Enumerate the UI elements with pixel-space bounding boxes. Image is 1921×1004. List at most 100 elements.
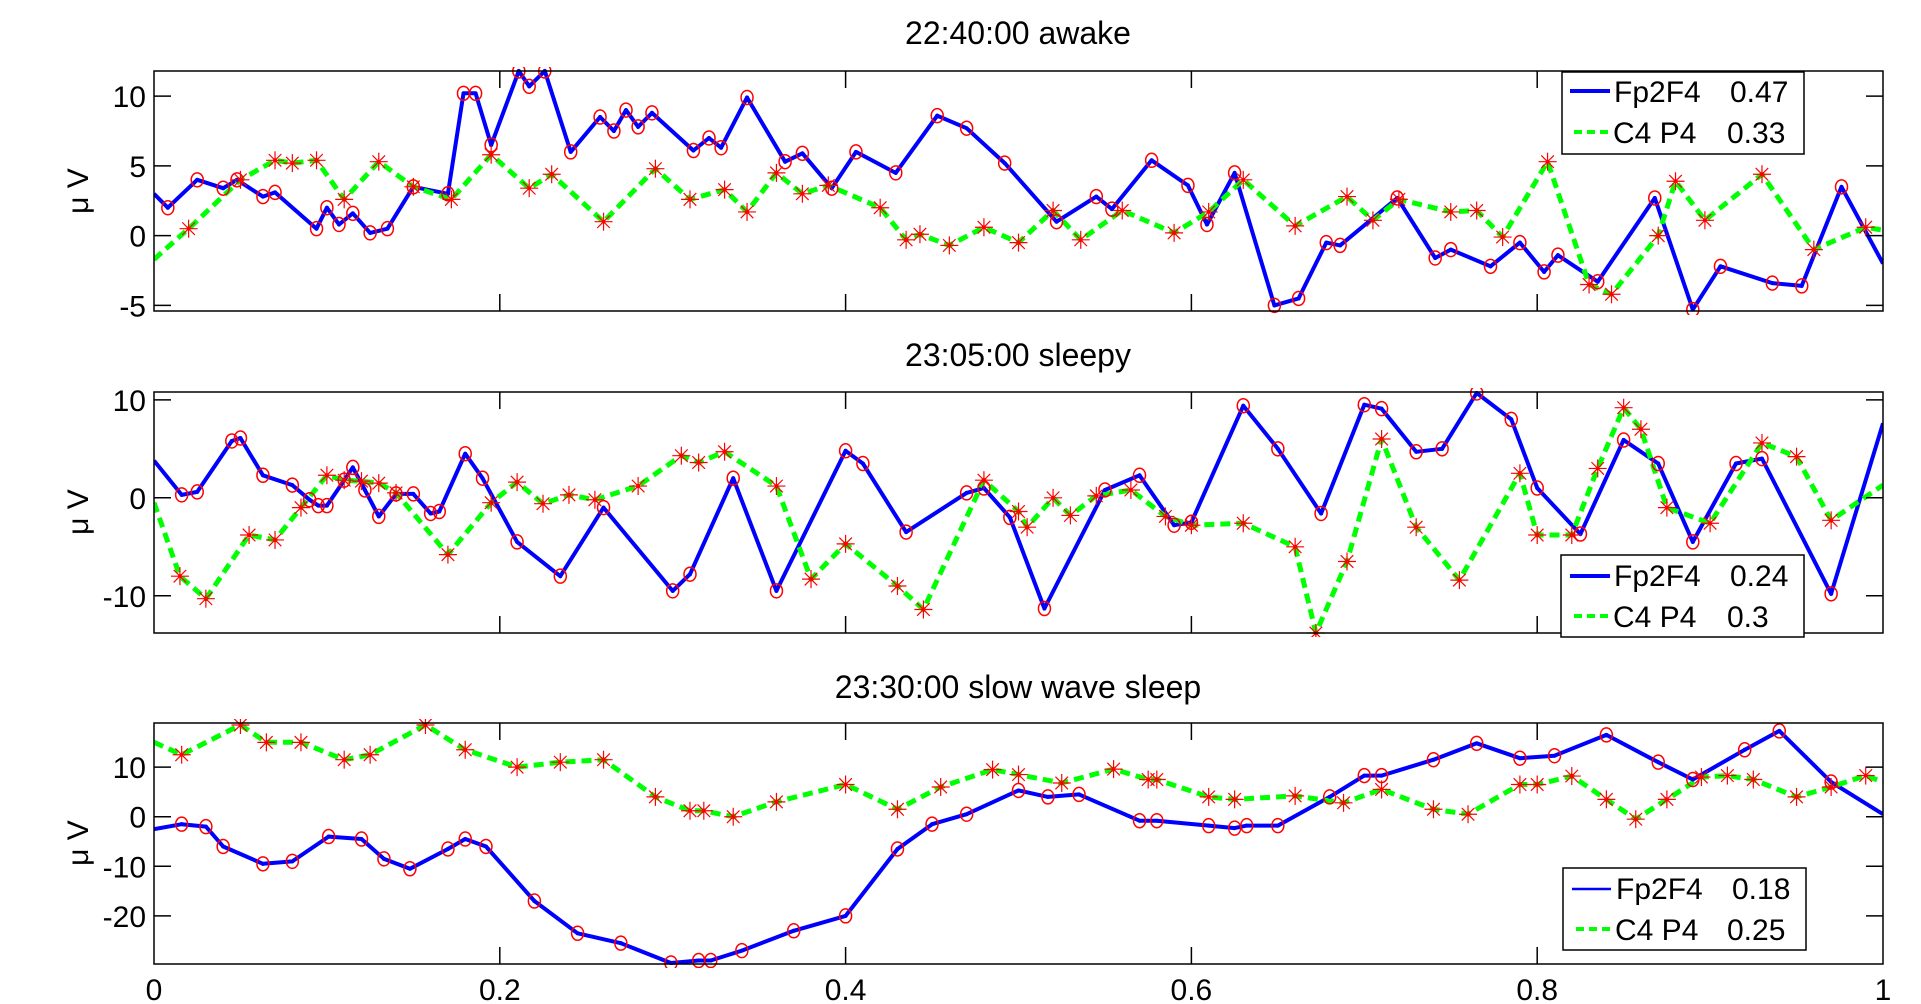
y-tick-label: 0 <box>129 221 146 254</box>
circle-marker-icon <box>1409 444 1423 460</box>
circle-marker-icon <box>959 485 974 501</box>
circle-marker-icon <box>838 908 853 924</box>
x-tick-label: 0 <box>146 974 163 1004</box>
circle-marker-icon <box>358 482 372 498</box>
circle-marker-icon <box>1530 480 1544 496</box>
circle-marker-icon <box>363 225 377 241</box>
axes-frame <box>153 70 1884 312</box>
circle-marker-icon <box>1648 190 1662 206</box>
legend-label-c4p4: C4 P4 <box>1615 914 1698 947</box>
x-tick-label: 1 <box>1875 974 1892 1004</box>
circle-marker-icon <box>1236 397 1251 414</box>
x-tick-label: 0.6 <box>1171 974 1213 1004</box>
circle-marker-icon <box>1547 747 1562 764</box>
legend-label-c4p4: C4 P4 <box>1613 601 1696 634</box>
circle-marker-icon <box>778 153 792 170</box>
circle-marker-icon <box>686 142 701 159</box>
circle-marker-icon <box>458 831 472 847</box>
circle-marker-icon <box>468 85 483 102</box>
plot-area <box>154 67 1883 315</box>
axis-ticks: -10 0 10 <box>103 385 1883 633</box>
circle-marker-icon <box>1037 600 1052 617</box>
circle-marker-icon <box>432 503 447 520</box>
circle-marker-icon <box>346 459 360 476</box>
circle-marker-icon <box>1322 789 1337 805</box>
circle-marker-icon <box>423 505 438 522</box>
circle-marker-icon <box>1599 727 1614 743</box>
panel-title: 22:40:00 awake <box>905 15 1131 51</box>
circle-marker-icon <box>930 107 944 124</box>
c4-p4-trace <box>154 722 1883 822</box>
circle-marker-icon <box>1357 396 1372 413</box>
legend-value-c4p4: 0.33 <box>1727 117 1785 150</box>
circle-marker-icon <box>527 893 542 909</box>
legend-label-fp2f4: Fp2F4 <box>1614 560 1701 593</box>
y-tick-label: -10 <box>103 581 146 614</box>
circle-marker-icon <box>1167 517 1181 533</box>
x-tick-label: 0.2 <box>479 974 521 1004</box>
circle-marker-icon <box>285 853 300 870</box>
legend: Fp2F4 0.47 C4 P4 0.33 <box>1561 71 1805 155</box>
circle-marker-icon <box>1333 237 1347 254</box>
legend-value-c4p4: 0.25 <box>1727 914 1785 947</box>
legend-value-fp2f4: 0.47 <box>1730 76 1788 109</box>
circle-marker-icon <box>997 155 1012 171</box>
axis-ticks: -5 0 5 10 <box>113 71 1883 323</box>
panel-awake: 22:40:00 awake μ V -5 0 5 10 Fp2F4 0.47 C4 … <box>62 15 1884 323</box>
circle-marker-icon <box>522 78 536 95</box>
panel-sleepy: 23:05:00 sleepy μ V -10 0 10 Fp2F4 0.24 C4… <box>62 337 1884 638</box>
legend-value-c4p4: 0.3 <box>1727 601 1769 634</box>
circle-marker-icon <box>1469 735 1484 752</box>
c4-p4-trace <box>154 152 1883 297</box>
circle-marker-icon <box>441 841 455 857</box>
circle-marker-icon <box>268 184 282 201</box>
circle-marker-icon <box>856 455 870 472</box>
circle-marker-icon <box>593 109 607 125</box>
circle-marker-icon <box>479 838 493 855</box>
circle-marker-icon <box>1686 534 1700 550</box>
circle-marker-icon <box>890 841 905 857</box>
circle-marker-icon <box>161 199 175 216</box>
y-tick-label: 10 <box>113 385 146 418</box>
circle-marker-icon <box>786 923 801 939</box>
circle-marker-icon <box>1267 297 1282 314</box>
circle-marker-icon <box>1072 786 1086 803</box>
axes-frame <box>153 391 1884 634</box>
circle-marker-icon <box>441 186 455 202</box>
circle-marker-icon <box>1426 751 1441 768</box>
circle-marker-icon <box>458 445 472 462</box>
x-tick-label: 0.4 <box>825 974 867 1004</box>
circle-marker-icon <box>1772 723 1787 739</box>
circle-marker-icon <box>899 524 913 540</box>
circle-marker-icon <box>321 828 336 845</box>
circle-marker-icon <box>1504 411 1519 428</box>
circle-marker-icon <box>190 484 204 500</box>
circle-marker-icon <box>664 955 678 968</box>
circle-marker-icon <box>1537 264 1551 280</box>
circle-marker-icon <box>1834 179 1849 195</box>
circle-marker-icon <box>1201 817 1216 834</box>
circle-marker-icon <box>1651 455 1665 472</box>
circle-marker-icon <box>838 443 853 459</box>
circle-marker-icon <box>354 831 369 847</box>
circle-marker-icon <box>216 180 230 196</box>
plot-area <box>154 719 1883 968</box>
circle-marker-icon <box>1428 250 1442 266</box>
axes-frame <box>153 722 1884 965</box>
circle-marker-icon <box>346 205 360 222</box>
legend: Fp2F4 0.18 C4 P4 0.25 <box>1562 867 1807 951</box>
panel-title: 23:05:00 sleepy <box>905 337 1131 373</box>
circle-marker-icon <box>372 508 386 525</box>
circle-marker-icon <box>1513 750 1527 766</box>
circle-marker-icon <box>1651 754 1665 770</box>
circle-marker-icon <box>1319 234 1334 251</box>
circle-marker-icon <box>1200 216 1214 233</box>
circle-marker-icon <box>631 119 645 135</box>
circle-marker-icon <box>702 130 716 146</box>
circle-marker-icon <box>256 188 270 205</box>
circle-marker-icon <box>1551 247 1565 263</box>
circle-marker-icon <box>285 477 300 493</box>
x-tick-label: 0.8 <box>1516 974 1558 1004</box>
circle-marker-icon <box>174 487 189 503</box>
